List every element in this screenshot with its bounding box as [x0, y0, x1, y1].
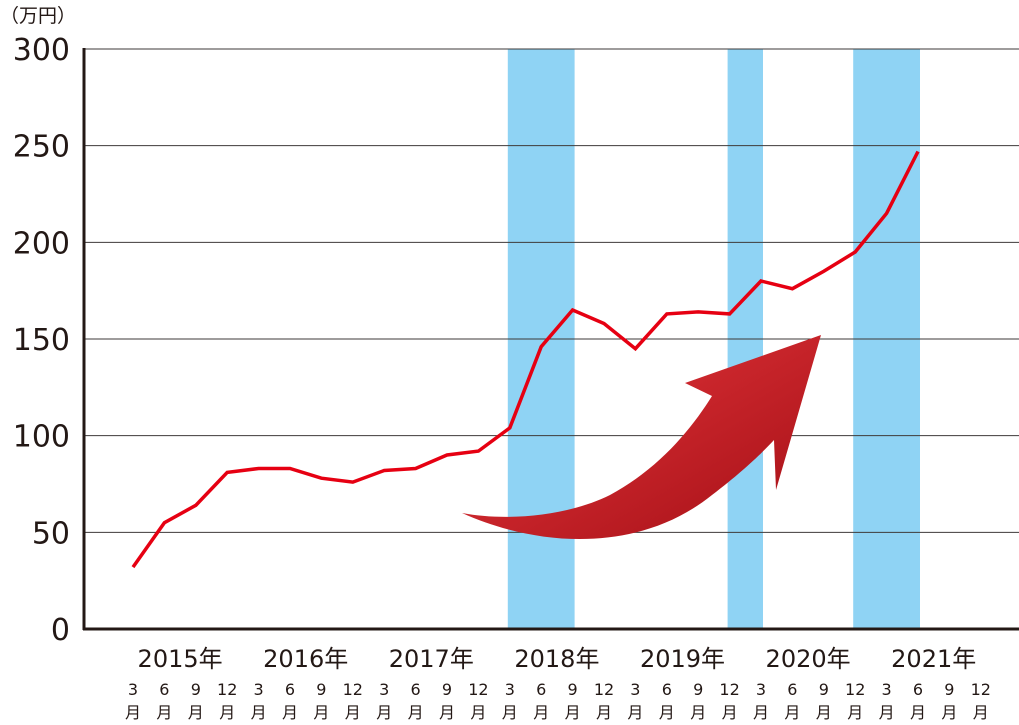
month-label: 3	[756, 680, 766, 699]
month-label: 3	[254, 680, 264, 699]
y-unit-label: （万円）	[0, 5, 76, 27]
month-label: 6	[662, 680, 672, 699]
year-label: 2018年	[514, 645, 599, 673]
year-label: 2015年	[138, 645, 223, 673]
month-label: 6	[285, 680, 295, 699]
y-tick-labels: 0 50 100 150 200 250 300	[13, 33, 70, 648]
month-label: 3	[882, 680, 892, 699]
month-label: 9	[819, 680, 829, 699]
month-suffix: 月	[439, 703, 455, 722]
axes	[82, 48, 1019, 631]
year-label: 2021年	[891, 645, 976, 673]
month-suffix: 月	[470, 703, 486, 722]
month-suffix: 月	[345, 703, 361, 722]
y-tick-label: 150	[13, 323, 70, 358]
y-tick-label: 50	[32, 516, 70, 551]
month-label: 12	[845, 680, 865, 699]
month-suffix: 月	[879, 703, 895, 722]
month-suffix: 月	[125, 703, 141, 722]
month-suffix: 月	[941, 703, 957, 722]
month-suffix: 月	[282, 703, 298, 722]
year-label: 2017年	[389, 645, 474, 673]
month-suffix: 月	[188, 703, 204, 722]
month-suffix: 月	[659, 703, 675, 722]
month-suffix: 月	[408, 703, 424, 722]
month-label: 3	[505, 680, 515, 699]
month-suffix: 月	[784, 703, 800, 722]
month-suffix: 月	[533, 703, 549, 722]
month-suffix: 月	[910, 703, 926, 722]
month-suffix: 月	[816, 703, 832, 722]
month-label: 9	[191, 680, 201, 699]
month-suffix: 月	[251, 703, 267, 722]
month-label: 12	[719, 680, 739, 699]
year-label: 2016年	[263, 645, 348, 673]
series-line	[131, 150, 920, 569]
month-suffix: 月	[973, 703, 989, 722]
month-label: 12	[468, 680, 488, 699]
month-label: 3	[630, 680, 640, 699]
month-suffix: 月	[565, 703, 581, 722]
growth-arrow	[462, 335, 821, 540]
month-suffix: 月	[502, 703, 518, 722]
x-tick-labels: 2015年3月6月9月12月2016年3月6月9月12月2017年3月6月9月1…	[125, 645, 991, 722]
month-label: 12	[343, 680, 363, 699]
month-suffix: 月	[313, 703, 329, 722]
y-tick-label: 0	[51, 613, 70, 648]
year-label: 2020年	[766, 645, 851, 673]
month-label: 9	[693, 680, 703, 699]
month-label: 6	[787, 680, 797, 699]
month-suffix: 月	[753, 703, 769, 722]
month-suffix: 月	[376, 703, 392, 722]
month-label: 9	[568, 680, 578, 699]
month-label: 9	[316, 680, 326, 699]
month-label: 6	[159, 680, 169, 699]
year-label: 2019年	[640, 645, 725, 673]
y-tick-label: 300	[13, 33, 70, 68]
month-label: 3	[128, 680, 138, 699]
month-label: 12	[594, 680, 614, 699]
month-suffix: 月	[219, 703, 235, 722]
month-suffix: 月	[722, 703, 738, 722]
month-suffix: 月	[847, 703, 863, 722]
y-tick-label: 250	[13, 130, 70, 165]
month-label: 3	[379, 680, 389, 699]
month-label: 12	[217, 680, 237, 699]
month-label: 9	[442, 680, 452, 699]
y-tick-label: 200	[13, 226, 70, 261]
month-suffix: 月	[596, 703, 612, 722]
month-label: 9	[944, 680, 954, 699]
y-tick-label: 100	[13, 420, 70, 455]
month-suffix: 月	[690, 703, 706, 722]
month-label: 6	[913, 680, 923, 699]
month-label: 12	[971, 680, 991, 699]
month-suffix: 月	[156, 703, 172, 722]
month-label: 6	[536, 680, 546, 699]
month-suffix: 月	[627, 703, 643, 722]
month-label: 6	[411, 680, 421, 699]
